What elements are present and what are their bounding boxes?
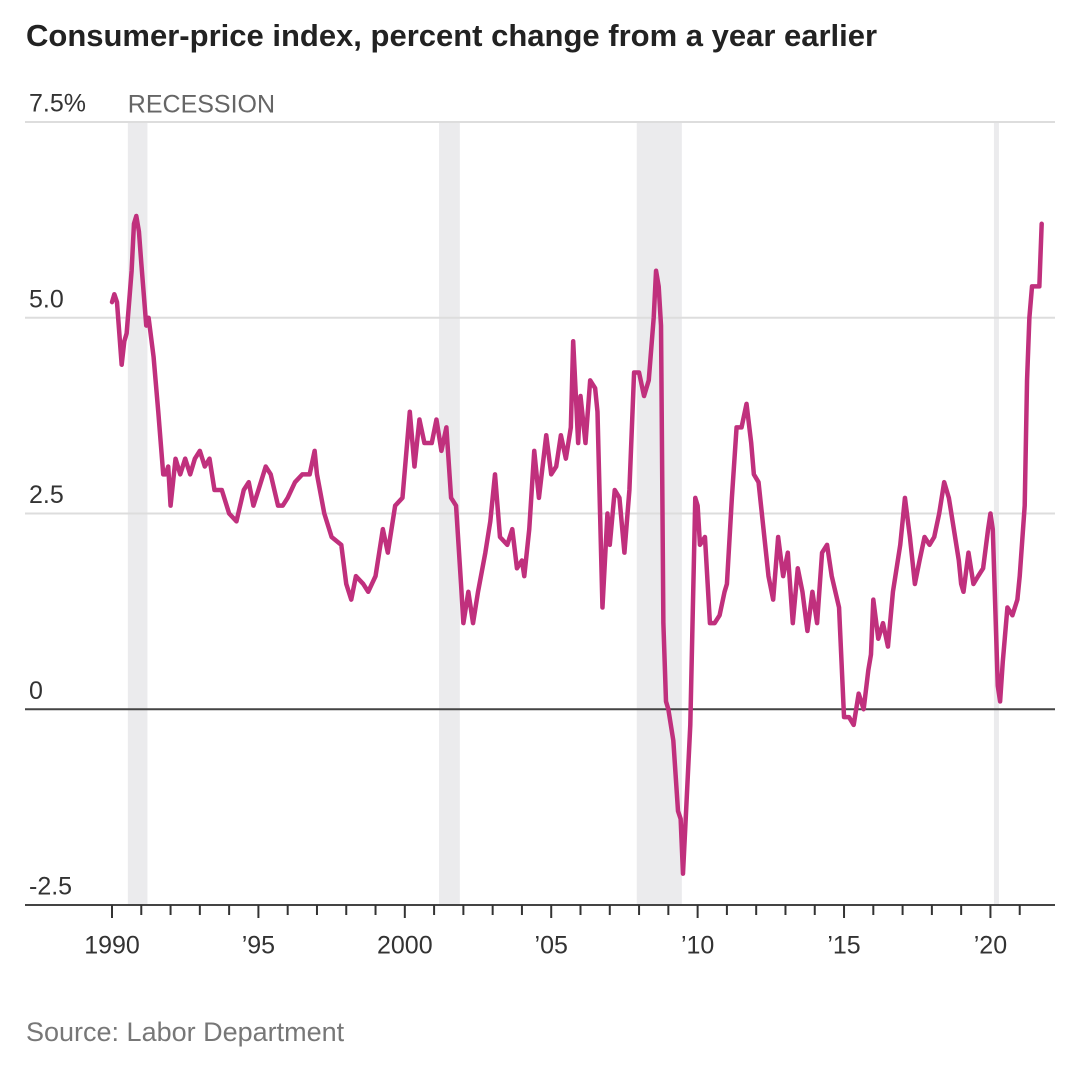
x-tick-label: 1990 xyxy=(84,932,140,960)
x-tick-label: ’05 xyxy=(535,932,568,960)
x-tick-label: 2000 xyxy=(377,932,433,960)
y-tick-label: 0 xyxy=(29,677,43,705)
x-tick-label: ’10 xyxy=(681,932,714,960)
y-tick-label: 5.0 xyxy=(29,285,64,313)
cpi-line xyxy=(109,213,1044,876)
annotation: RECESSION xyxy=(128,91,275,119)
x-tick-label: ’20 xyxy=(974,932,1007,960)
y-tick-label: 2.5 xyxy=(29,481,64,509)
source: Source: Labor Department xyxy=(26,1017,345,1047)
y-tick-label: 7.5% xyxy=(29,90,86,118)
chart-title: Consumer-price index, percent change fro… xyxy=(26,18,877,53)
x-tick-label: ’95 xyxy=(242,932,275,960)
y-tick-label: -2.5 xyxy=(29,873,72,901)
x-tick-label: ’15 xyxy=(827,932,860,960)
